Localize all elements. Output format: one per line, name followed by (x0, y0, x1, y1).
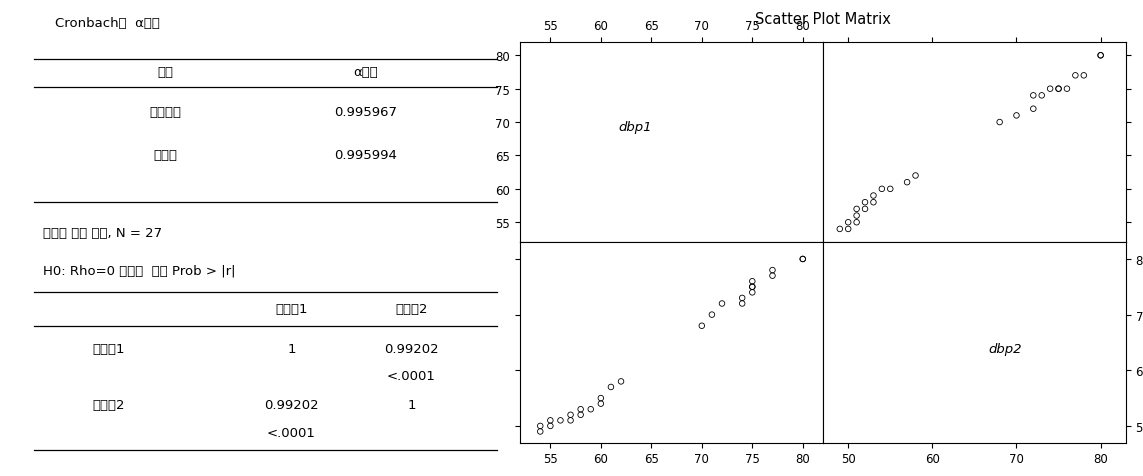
Point (856, 206, 874, 213)
Point (561, 416, 580, 424)
Point (1066, 72, 1085, 80)
Point (1041, 86, 1060, 93)
Point (1032, 92, 1050, 100)
Point (582, 406, 600, 413)
Text: 1: 1 (287, 342, 296, 355)
Point (743, 278, 761, 286)
Point (881, 186, 900, 193)
Text: dbp2: dbp2 (988, 342, 1022, 355)
Point (1024, 106, 1042, 113)
Text: 피어슨 상관 계수, N = 27: 피어슨 상관 계수, N = 27 (43, 226, 162, 239)
Point (713, 300, 732, 307)
Point (847, 219, 865, 227)
Text: 0.995967: 0.995967 (334, 105, 398, 119)
Point (847, 212, 865, 220)
Point (1024, 92, 1042, 100)
Point (898, 179, 917, 187)
Text: dbp1: dbp1 (618, 120, 652, 133)
Point (1092, 52, 1110, 60)
Text: <.0001: <.0001 (387, 369, 435, 383)
Point (864, 199, 882, 207)
Point (733, 295, 751, 302)
Text: 수춵기2: 수춵기2 (395, 302, 427, 315)
Text: Cronbach의  α계수: Cronbach의 α계수 (55, 17, 160, 30)
Text: H0: Rho=0 검정에  대한 Prob > |r|: H0: Rho=0 검정에 대한 Prob > |r| (43, 264, 235, 277)
Point (991, 119, 1009, 127)
Text: 0.99202: 0.99202 (384, 342, 439, 355)
Point (572, 406, 590, 413)
Point (572, 411, 590, 419)
Point (1049, 86, 1068, 93)
Point (542, 416, 560, 424)
Point (703, 311, 721, 319)
Point (856, 199, 874, 207)
Text: 수춵기2: 수춵기2 (93, 398, 125, 411)
Point (1074, 72, 1093, 80)
Text: 표준화: 표준화 (154, 148, 177, 161)
Point (601, 383, 620, 391)
Point (839, 219, 857, 227)
Text: 원데이터: 원데이터 (150, 105, 182, 119)
Point (793, 256, 812, 263)
Point (531, 428, 550, 436)
Point (873, 186, 892, 193)
Point (847, 206, 865, 213)
Point (764, 267, 782, 274)
Point (551, 416, 569, 424)
Point (592, 400, 610, 407)
Point (561, 411, 580, 419)
Text: 수춵기1: 수춵기1 (93, 342, 125, 355)
Point (733, 300, 751, 307)
Text: 변수: 변수 (158, 66, 174, 79)
Point (793, 256, 812, 263)
Point (612, 378, 630, 386)
Point (693, 322, 711, 330)
Point (743, 283, 761, 291)
Text: 수춵기1: 수춵기1 (275, 302, 307, 315)
Point (592, 395, 610, 402)
Point (831, 226, 849, 233)
Point (542, 422, 560, 430)
Point (906, 172, 925, 180)
Text: 0.995994: 0.995994 (334, 148, 398, 161)
Point (1057, 86, 1076, 93)
Point (1007, 112, 1025, 120)
Point (1092, 52, 1110, 60)
Point (743, 289, 761, 297)
Point (839, 226, 857, 233)
Text: Scatter Plot Matrix: Scatter Plot Matrix (756, 11, 890, 27)
Text: 1: 1 (407, 398, 416, 411)
Point (864, 192, 882, 200)
Point (764, 272, 782, 280)
Point (1049, 86, 1068, 93)
Text: <.0001: <.0001 (267, 426, 315, 439)
Text: 0.99202: 0.99202 (264, 398, 319, 411)
Text: α계수: α계수 (353, 66, 378, 79)
Point (743, 283, 761, 291)
Point (531, 422, 550, 430)
